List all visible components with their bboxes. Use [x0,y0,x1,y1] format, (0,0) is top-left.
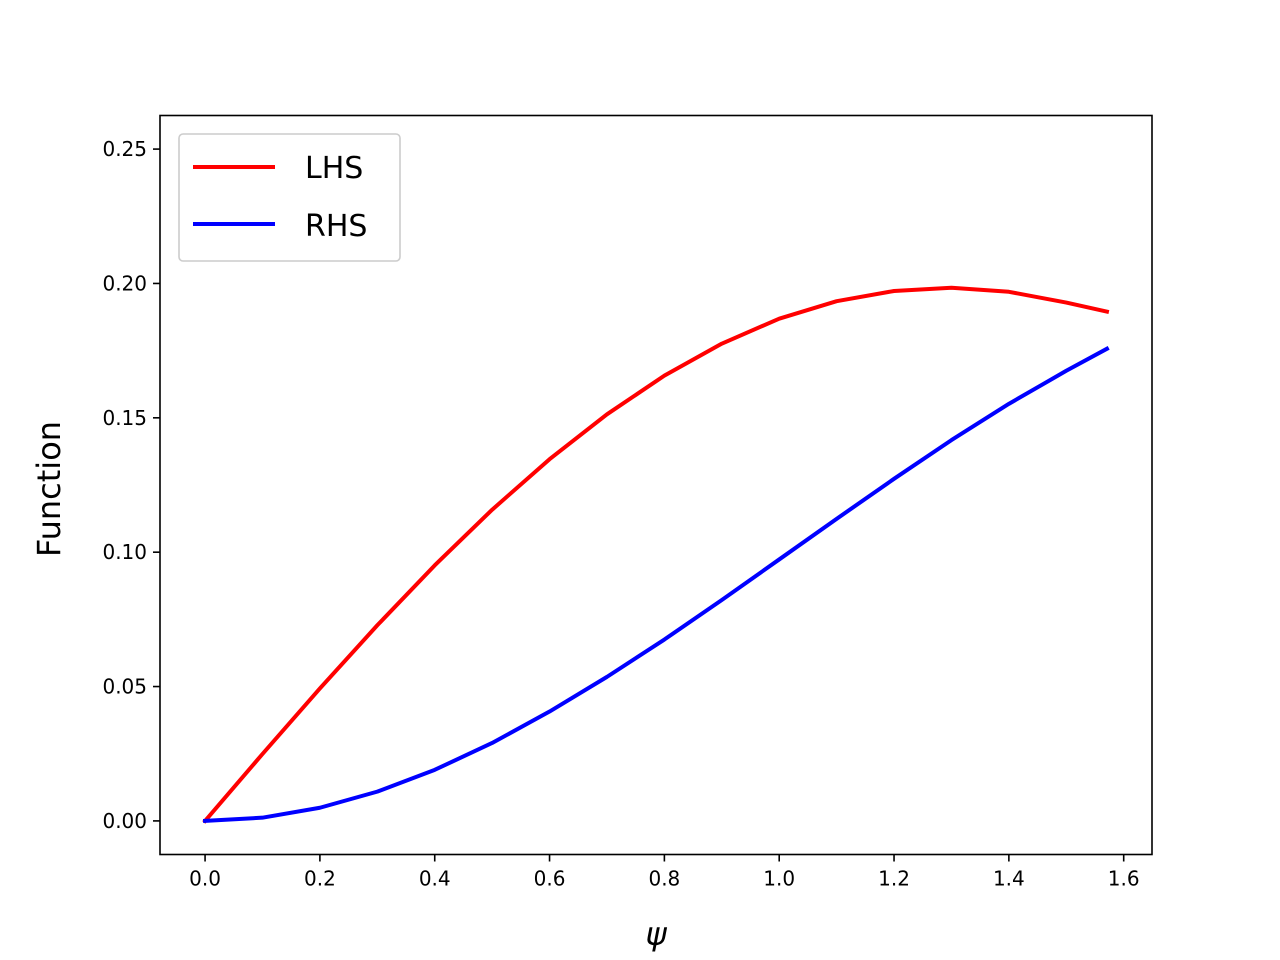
x-axis-title: ψ [645,915,667,953]
x-tick-label: 1.6 [1108,867,1140,891]
legend-label-rhs: RHS [305,209,367,244]
legend-label-lhs: LHS [305,151,363,186]
x-tick-label: 0.8 [648,867,680,891]
series-line-rhs [202,346,1110,824]
series-line-lhs [202,285,1110,824]
x-tick-label: 0.6 [534,867,566,891]
x-tick-label: 0.0 [189,867,221,891]
y-axis-ticks: 0.00 0.05 0.10 0.15 0.20 0.25 [102,137,160,833]
y-axis-title: Function [30,421,68,557]
legend: LHS RHS [178,133,401,262]
x-tick-label: 0.2 [304,867,336,891]
x-tick-label: 1.2 [878,867,910,891]
y-tick-label: 0.00 [102,809,147,833]
y-tick-label: 0.10 [102,540,147,564]
y-tick-label: 0.20 [102,271,147,295]
y-tick-label: 0.25 [102,137,147,161]
plot-frame [159,114,1153,856]
x-axis-ticks: 0.0 0.2 0.4 0.6 0.8 1.0 1.2 1.4 1.6 [189,854,1140,891]
y-tick-label: 0.05 [102,675,147,699]
x-tick-label: 0.4 [419,867,451,891]
series-layer [202,285,1110,824]
x-tick-label: 1.0 [763,867,795,891]
y-tick-label: 0.15 [102,406,147,430]
x-tick-label: 1.4 [993,867,1025,891]
